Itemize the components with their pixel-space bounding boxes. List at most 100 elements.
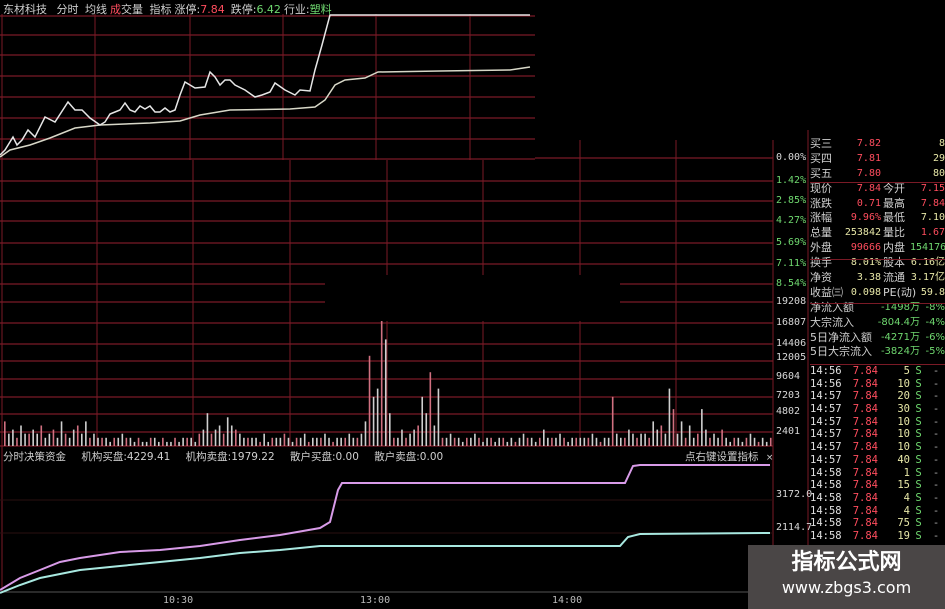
tab-indicator[interactable]: 指标: [149, 3, 172, 16]
bid-row[interactable]: 买四 7.81 29: [810, 152, 945, 167]
stat-label: 量比: [883, 226, 905, 240]
volume-bar: [186, 437, 188, 446]
tick-qty: 15: [897, 479, 910, 492]
volume-bar: [243, 437, 245, 446]
volume-bar: [636, 437, 638, 446]
volume-bar: [239, 433, 241, 446]
tick-dash: -: [932, 415, 940, 428]
tick-side: S: [915, 529, 922, 542]
volume-bar: [583, 437, 586, 446]
volume-bar: [632, 433, 634, 446]
tick-row: 14:57 7.84 20 S -: [810, 390, 945, 403]
volume-bar: [8, 433, 10, 446]
tick-price: 7.84: [852, 403, 878, 416]
tick-dash: -: [932, 466, 940, 479]
bid-qty: 80: [932, 167, 945, 179]
tick-time: 14:56: [810, 365, 842, 377]
volume-bar: [648, 437, 650, 446]
bid-qty: 8: [938, 138, 945, 149]
tick-side: S: [915, 453, 922, 466]
volume-bar: [230, 425, 233, 446]
volume-bar: [579, 437, 582, 446]
volume-bar: [684, 437, 687, 446]
tick-time: 14:57: [810, 403, 842, 416]
flow-label: 净流入额: [810, 300, 854, 314]
volume-bar: [490, 437, 492, 446]
volume-bar: [218, 425, 221, 446]
axis-label: 2.85%: [776, 195, 807, 206]
tab-intraday[interactable]: 分时: [56, 3, 79, 16]
volume-bar: [60, 421, 63, 446]
tick-side: S: [915, 365, 922, 377]
tick-side: S: [915, 428, 922, 441]
bid-row[interactable]: 买五 7.80 80: [810, 167, 945, 182]
overlay-box: [325, 275, 620, 321]
volume-bar: [563, 437, 565, 446]
stat-value: 99666: [850, 242, 881, 254]
volume-bar: [190, 437, 193, 446]
close-icon[interactable]: ×: [765, 453, 774, 463]
volume-bar: [656, 429, 659, 446]
tick-side: S: [915, 491, 922, 504]
tick-price: 7.84: [852, 453, 878, 466]
tick-dash: -: [932, 365, 940, 377]
volume-bar: [494, 441, 496, 446]
volume-bar: [393, 437, 395, 446]
volume-bar: [68, 437, 71, 446]
tick-price: 7.84: [852, 517, 878, 530]
volume-bar: [117, 437, 120, 446]
volume-bar: [664, 433, 667, 446]
stat-label: 现价: [810, 181, 832, 195]
tick-row: 14:57 7.84 30 S -: [810, 403, 945, 416]
tick-time: 14:58: [810, 491, 842, 504]
stat-label: 收益㈢: [810, 285, 843, 299]
institution-flow-line: [0, 464, 770, 591]
tick-list[interactable]: 14:56 7.84 5 S -14:56 7.84 10 S -14:57 7.84 20 S -14…: [810, 365, 945, 543]
volume-bar: [291, 441, 294, 446]
tab-volume[interactable]: 成交量: [110, 3, 143, 16]
tick-row: 14:57 7.84 40 S -: [810, 454, 945, 467]
limit-up: 涨停:7.84: [174, 3, 225, 16]
tick-qty: 20: [897, 390, 910, 403]
volume-bar: [474, 433, 476, 446]
bid-row[interactable]: 买三 7.82 8: [810, 137, 945, 152]
volume-bar: [40, 425, 43, 446]
volume-bar: [316, 437, 318, 446]
volume-bar: [251, 437, 253, 446]
volume-bar: [20, 425, 22, 446]
tick-time: 14:58: [810, 529, 842, 542]
volume-bar: [137, 437, 140, 446]
volume-bar: [320, 437, 322, 446]
divider: [810, 364, 945, 365]
volume-bar: [753, 437, 756, 446]
tab-average-line[interactable]: 均线: [85, 3, 107, 16]
axis-label: 12005: [776, 352, 807, 363]
axis-label: 2114.7: [776, 522, 813, 533]
volume-bar: [275, 437, 278, 446]
tick-dash: -: [932, 441, 940, 454]
volume-bar: [364, 421, 367, 446]
volume-bar: [571, 437, 573, 446]
volume-bar: [28, 433, 30, 446]
quote-panel: 买三 7.82 8 买四 7.81 29 买五 7.80 80 现价 7.84 今开 7.15 涨跌 0.…: [810, 137, 945, 360]
volume-bar: [421, 396, 424, 446]
volume-bar: [530, 437, 533, 446]
tick-qty: 4: [903, 491, 910, 504]
volume-bar: [222, 433, 225, 446]
divider: [810, 182, 945, 183]
stat-value: 59.8: [920, 286, 945, 298]
volume-bar: [312, 437, 314, 446]
volume-bar: [368, 355, 371, 446]
average-price-line: [0, 66, 531, 158]
volume-bar: [717, 437, 719, 446]
price-chart-grid: [0, 14, 535, 160]
indicator-name[interactable]: 分时决策资金: [3, 451, 66, 463]
indicator-hint[interactable]: 点右键设置指标 ×: [685, 451, 774, 463]
tick-price: 7.84: [852, 365, 878, 377]
stat-value: 7.10: [920, 212, 945, 224]
time-label: 10:30: [163, 595, 194, 606]
tick-qty: 19: [897, 529, 910, 542]
volume-bar: [299, 437, 302, 446]
volume-bar: [247, 437, 249, 446]
